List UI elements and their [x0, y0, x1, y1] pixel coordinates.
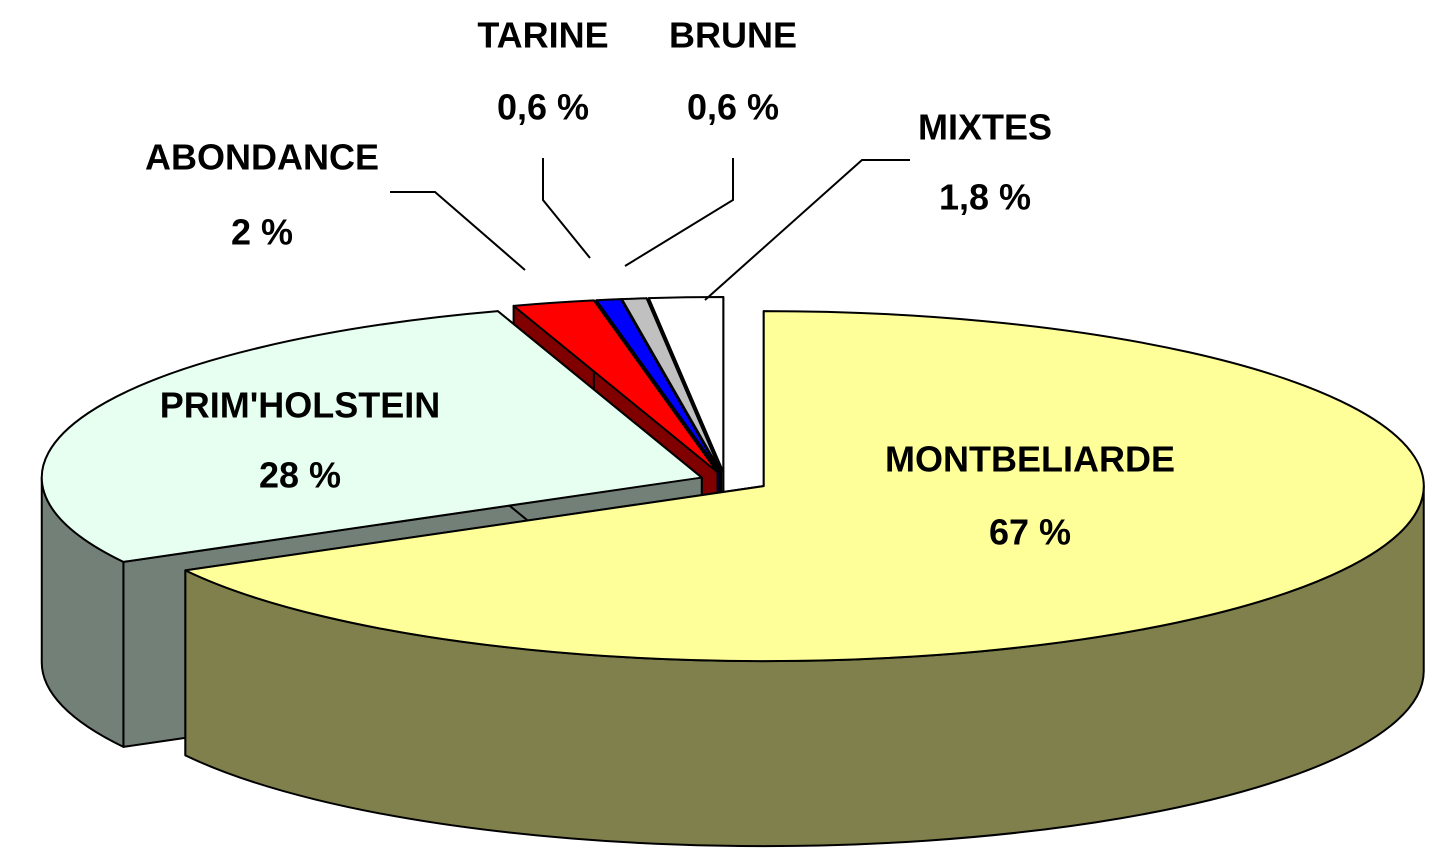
labels: MONTBELIARDE 67 % PRIM'HOLSTEIN 28 % ABONDAN…: [145, 15, 1175, 553]
slice-label: TARINE: [477, 15, 608, 56]
value-label: 28 %: [259, 455, 341, 496]
slice-label: MIXTES: [918, 107, 1052, 148]
slice-label: MONTBELIARDE: [885, 439, 1175, 480]
leader-line: [542, 158, 591, 259]
leader-line: [624, 158, 734, 267]
value-label: 0,6 %: [687, 87, 779, 128]
value-label: 1,8 %: [939, 177, 1031, 218]
slice: [647, 296, 725, 474]
value-label: 67 %: [989, 512, 1071, 553]
slice: [184, 310, 1425, 663]
slice: [512, 299, 719, 474]
leader-line: [390, 191, 526, 271]
value-label: 0,6 %: [497, 87, 589, 128]
slice: [40, 310, 703, 563]
slice-label: ABONDANCE: [145, 137, 379, 178]
value-label: 2 %: [231, 212, 293, 253]
leader-line: [704, 159, 910, 301]
pie: [40, 296, 1425, 848]
slice: [595, 298, 721, 474]
slice-label: PRIM'HOLSTEIN: [160, 385, 441, 426]
slice-label: BRUNE: [669, 15, 797, 56]
